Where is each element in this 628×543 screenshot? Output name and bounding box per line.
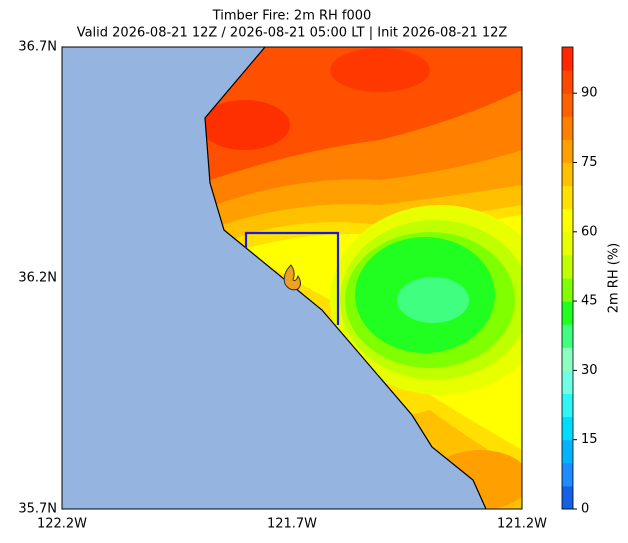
colorbar-segment [562,185,573,210]
colorbar-segment [562,416,573,441]
colorbar-segment [562,162,573,187]
colorbar-tick-label: 15 [581,432,598,447]
colorbar-segment [562,439,573,464]
colorbar-segment [562,301,573,325]
colorbar-frame [561,46,574,510]
colorbar-segment [562,70,573,94]
colorbar-label: 2m RH (%) [607,243,622,314]
coastline [204,46,487,510]
colorbar-tick-label: 30 [581,363,598,378]
lon-label: 122.2W [37,517,87,532]
colorbar-segment [562,324,573,348]
colorbar-segment [562,208,573,233]
colorbar-segment [562,370,573,394]
subtitle: Valid 2026-08-21 12Z / 2026-08-21 05:00 … [77,26,508,41]
lon-label: 121.2W [497,517,547,532]
fire-perimeter-box [244,231,340,325]
colorbar-segment [562,254,573,279]
colorbar-tick-label: 60 [581,224,598,239]
colorbar-segment [562,462,573,487]
colorbar-segment [562,231,573,256]
colorbar-segment [562,93,573,117]
title: Timber Fire: 2m RH f000 [212,9,372,24]
colorbar-tick-label: 75 [581,155,598,170]
lon-label: 121.7W [267,517,317,532]
colorbar-segment [562,116,573,140]
lat-label: 35.7N [18,502,57,517]
colorbar-segment [562,47,573,71]
lat-label: 36.2N [18,271,57,286]
colorbar-tick-label: 0 [581,502,589,517]
colorbar-segment [562,278,573,302]
colorbar-segment [562,393,573,418]
colorbar-segment [562,485,573,510]
colorbar-tick-label: 45 [581,294,598,309]
colorbar-segment [562,347,573,371]
colorbar-tick-label: 90 [581,86,598,101]
fire-icon [283,264,301,291]
colorbar-segment [562,139,573,163]
map-frame [61,46,523,510]
lat-label: 36.7N [18,40,57,55]
